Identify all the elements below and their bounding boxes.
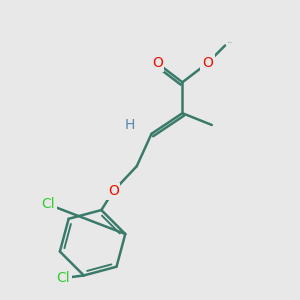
Text: Cl: Cl bbox=[56, 271, 70, 285]
Text: O: O bbox=[108, 184, 118, 198]
Text: methyl: methyl bbox=[228, 42, 233, 43]
Text: H: H bbox=[124, 118, 135, 132]
Text: O: O bbox=[202, 56, 213, 70]
Text: Cl: Cl bbox=[42, 197, 55, 212]
Text: O: O bbox=[152, 56, 163, 70]
